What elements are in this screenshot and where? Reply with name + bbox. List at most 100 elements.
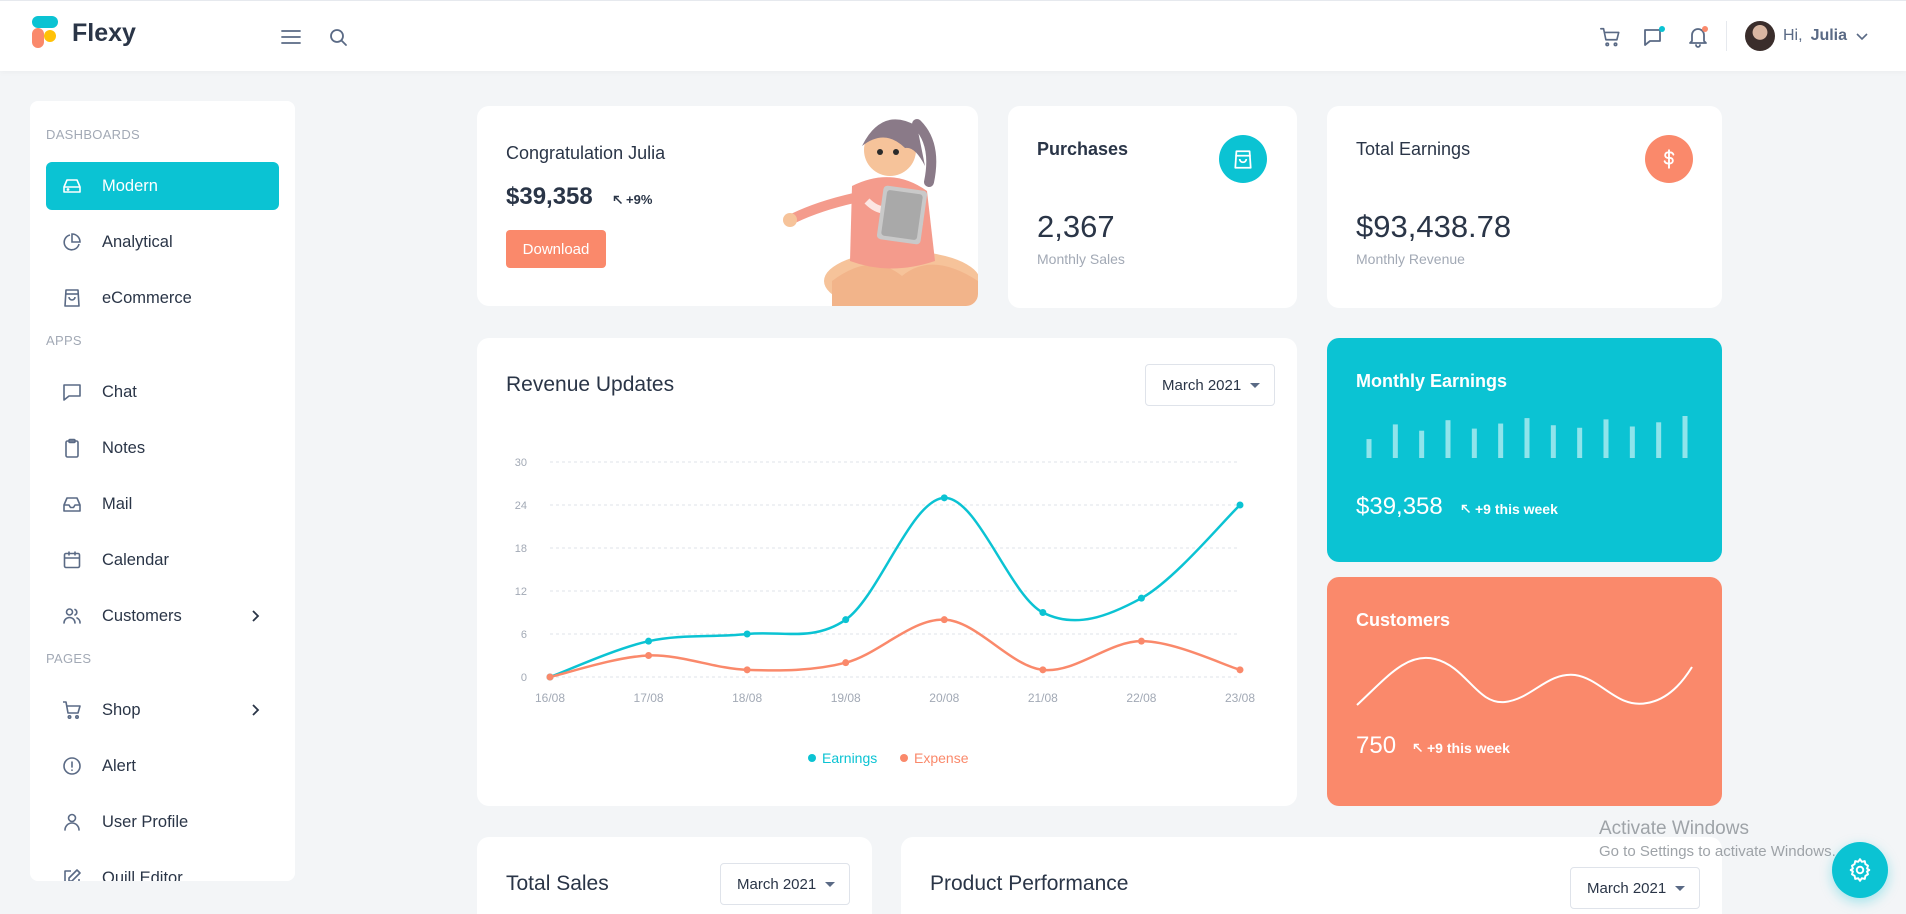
y-tick-label: 12	[515, 586, 527, 598]
legend-label: Earnings	[822, 750, 877, 766]
sidebar-item-analytical[interactable]: Analytical	[46, 218, 279, 266]
earnings-bar	[1682, 416, 1688, 458]
data-point-expense	[743, 666, 751, 674]
messages-icon[interactable]	[1640, 23, 1668, 51]
sidebar-item-shop[interactable]: Shop	[46, 686, 279, 734]
data-point-earnings	[1236, 501, 1244, 509]
flexy-logo-icon	[30, 16, 60, 50]
total-sales-period-value: March 2021	[737, 875, 817, 893]
brand[interactable]: Flexy	[30, 16, 136, 50]
legend-label: Expense	[914, 750, 969, 766]
avatar	[1745, 21, 1775, 51]
total-earnings-title: Total Earnings	[1356, 139, 1471, 159]
data-point-earnings	[1137, 594, 1145, 602]
gear-icon	[1849, 858, 1871, 882]
congrats-amount: $39,358	[506, 183, 593, 210]
data-point-earnings	[940, 494, 948, 502]
notifications-icon[interactable]	[1684, 23, 1712, 51]
monthly-earnings-change: +9 this week	[1461, 501, 1558, 517]
sidebar-item-label: Customers	[102, 606, 182, 625]
sidebar-item-ecommerce[interactable]: eCommerce	[46, 274, 279, 322]
congrats-title: Congratulation Julia	[506, 143, 666, 163]
sidebar-item-user-profile[interactable]: User Profile	[46, 798, 279, 846]
sidebar-item-chat[interactable]: Chat	[46, 368, 279, 416]
data-point-expense	[546, 673, 554, 681]
sidebar-item-mail[interactable]: Mail	[46, 480, 279, 528]
total-sales-card: Total Sales March 2021	[477, 837, 872, 914]
series-line-earnings	[549, 496, 1241, 679]
inbox-icon	[63, 497, 81, 512]
x-tick-label: 16/08	[535, 691, 565, 705]
calendar-icon	[63, 551, 81, 569]
sidebar-item-customers[interactable]: Customers	[46, 592, 279, 640]
customers-change: +9 this week	[1413, 740, 1510, 756]
chat-icon	[63, 384, 81, 401]
sidebar-item-label: Shop	[102, 700, 141, 719]
total-sales-period-select[interactable]: March 2021	[720, 863, 850, 905]
sidebar-item-label: User Profile	[102, 812, 189, 831]
settings-button[interactable]	[1832, 842, 1888, 898]
sidebar-item-label: eCommerce	[102, 288, 192, 307]
sidebar-item-quill-editor[interactable]: Quill Editor	[46, 854, 279, 881]
user-menu[interactable]: Hi, Julia	[1745, 21, 1869, 51]
earnings-bar	[1498, 423, 1504, 458]
earnings-bar	[1419, 430, 1425, 458]
revenue-line-chart: 0 6 12 18 24 30 16/08 17/08 18/08 19/08 20/08 21/08…	[515, 457, 1256, 766]
congrats-change-value: +9%	[626, 192, 653, 207]
revenue-period-select[interactable]: March 2021	[1145, 364, 1275, 406]
sidebar-item-notes[interactable]: Notes	[46, 424, 279, 472]
data-point-expense	[1039, 666, 1047, 674]
series-line-expense	[549, 618, 1241, 679]
sidebar-item-label: Alert	[102, 756, 136, 775]
sidebar-item-calendar[interactable]: Calendar	[46, 536, 279, 584]
sidebar-item-label: Modern	[102, 176, 158, 195]
shopping-bag-icon	[64, 289, 80, 307]
customers-sparkline	[1356, 656, 1693, 706]
sidebar-item-label: Mail	[102, 494, 133, 513]
sidebar-item-label: Analytical	[102, 232, 173, 251]
sidebar-item-modern[interactable]: Modern	[46, 162, 279, 210]
data-point-expense	[940, 616, 948, 624]
sidebar: DASHBOARDS Modern Analytical eCommerce A…	[30, 101, 295, 881]
purchases-card: Purchases 2,367 Monthly Sales	[1008, 106, 1297, 308]
cart-icon[interactable]	[1596, 23, 1624, 51]
purchases-title: Purchases	[1037, 139, 1129, 159]
total-earnings-subtitle: Monthly Revenue	[1356, 251, 1465, 267]
earnings-bar	[1471, 428, 1477, 458]
dollar-icon	[1645, 135, 1693, 183]
total-earnings-value: $93,438.78	[1356, 209, 1512, 244]
total-sales-title: Total Sales	[506, 872, 609, 895]
x-tick-label: 21/08	[1028, 691, 1058, 705]
legend-marker	[808, 754, 816, 762]
total-earnings-card: Total Earnings $93,438.78 Monthly Revenu…	[1327, 106, 1722, 308]
revenue-period-value: March 2021	[1162, 376, 1242, 394]
product-performance-period-value: March 2021	[1587, 879, 1667, 897]
activate-windows-title: Activate Windows	[1599, 818, 1749, 839]
header-divider	[1726, 21, 1727, 51]
earnings-bar	[1366, 439, 1372, 458]
user-name: Julia	[1810, 27, 1848, 44]
arrow-up-left-icon	[1413, 743, 1423, 753]
brand-name: Flexy	[72, 18, 136, 47]
earnings-bar	[1656, 422, 1662, 458]
monthly-earnings-amount: $39,358	[1356, 493, 1443, 520]
sidebar-item-label: Chat	[102, 382, 137, 401]
customers-title: Customers	[1356, 610, 1451, 630]
product-performance-card: Product Performance March 2021	[901, 837, 1722, 914]
monthly-earnings-bars	[1366, 416, 1688, 458]
sidebar-item-label: Quill Editor	[102, 868, 183, 882]
revenue-updates-title: Revenue Updates	[506, 373, 675, 396]
data-point-earnings	[645, 637, 653, 645]
x-tick-label: 22/08	[1126, 691, 1156, 705]
customers-value: 750	[1356, 732, 1397, 759]
users-icon	[63, 608, 81, 624]
x-tick-label: 20/08	[929, 691, 959, 705]
product-performance-period-select[interactable]: March 2021	[1570, 867, 1700, 909]
sidebar-section-title: DASHBOARDS	[46, 127, 141, 142]
chevron-down-icon	[1856, 33, 1868, 41]
download-button[interactable]: Download	[506, 230, 606, 268]
search-icon[interactable]	[324, 23, 352, 51]
sidebar-item-alert[interactable]: Alert	[46, 742, 279, 790]
hamburger-menu-icon[interactable]	[277, 23, 305, 51]
earnings-bar	[1577, 427, 1583, 458]
